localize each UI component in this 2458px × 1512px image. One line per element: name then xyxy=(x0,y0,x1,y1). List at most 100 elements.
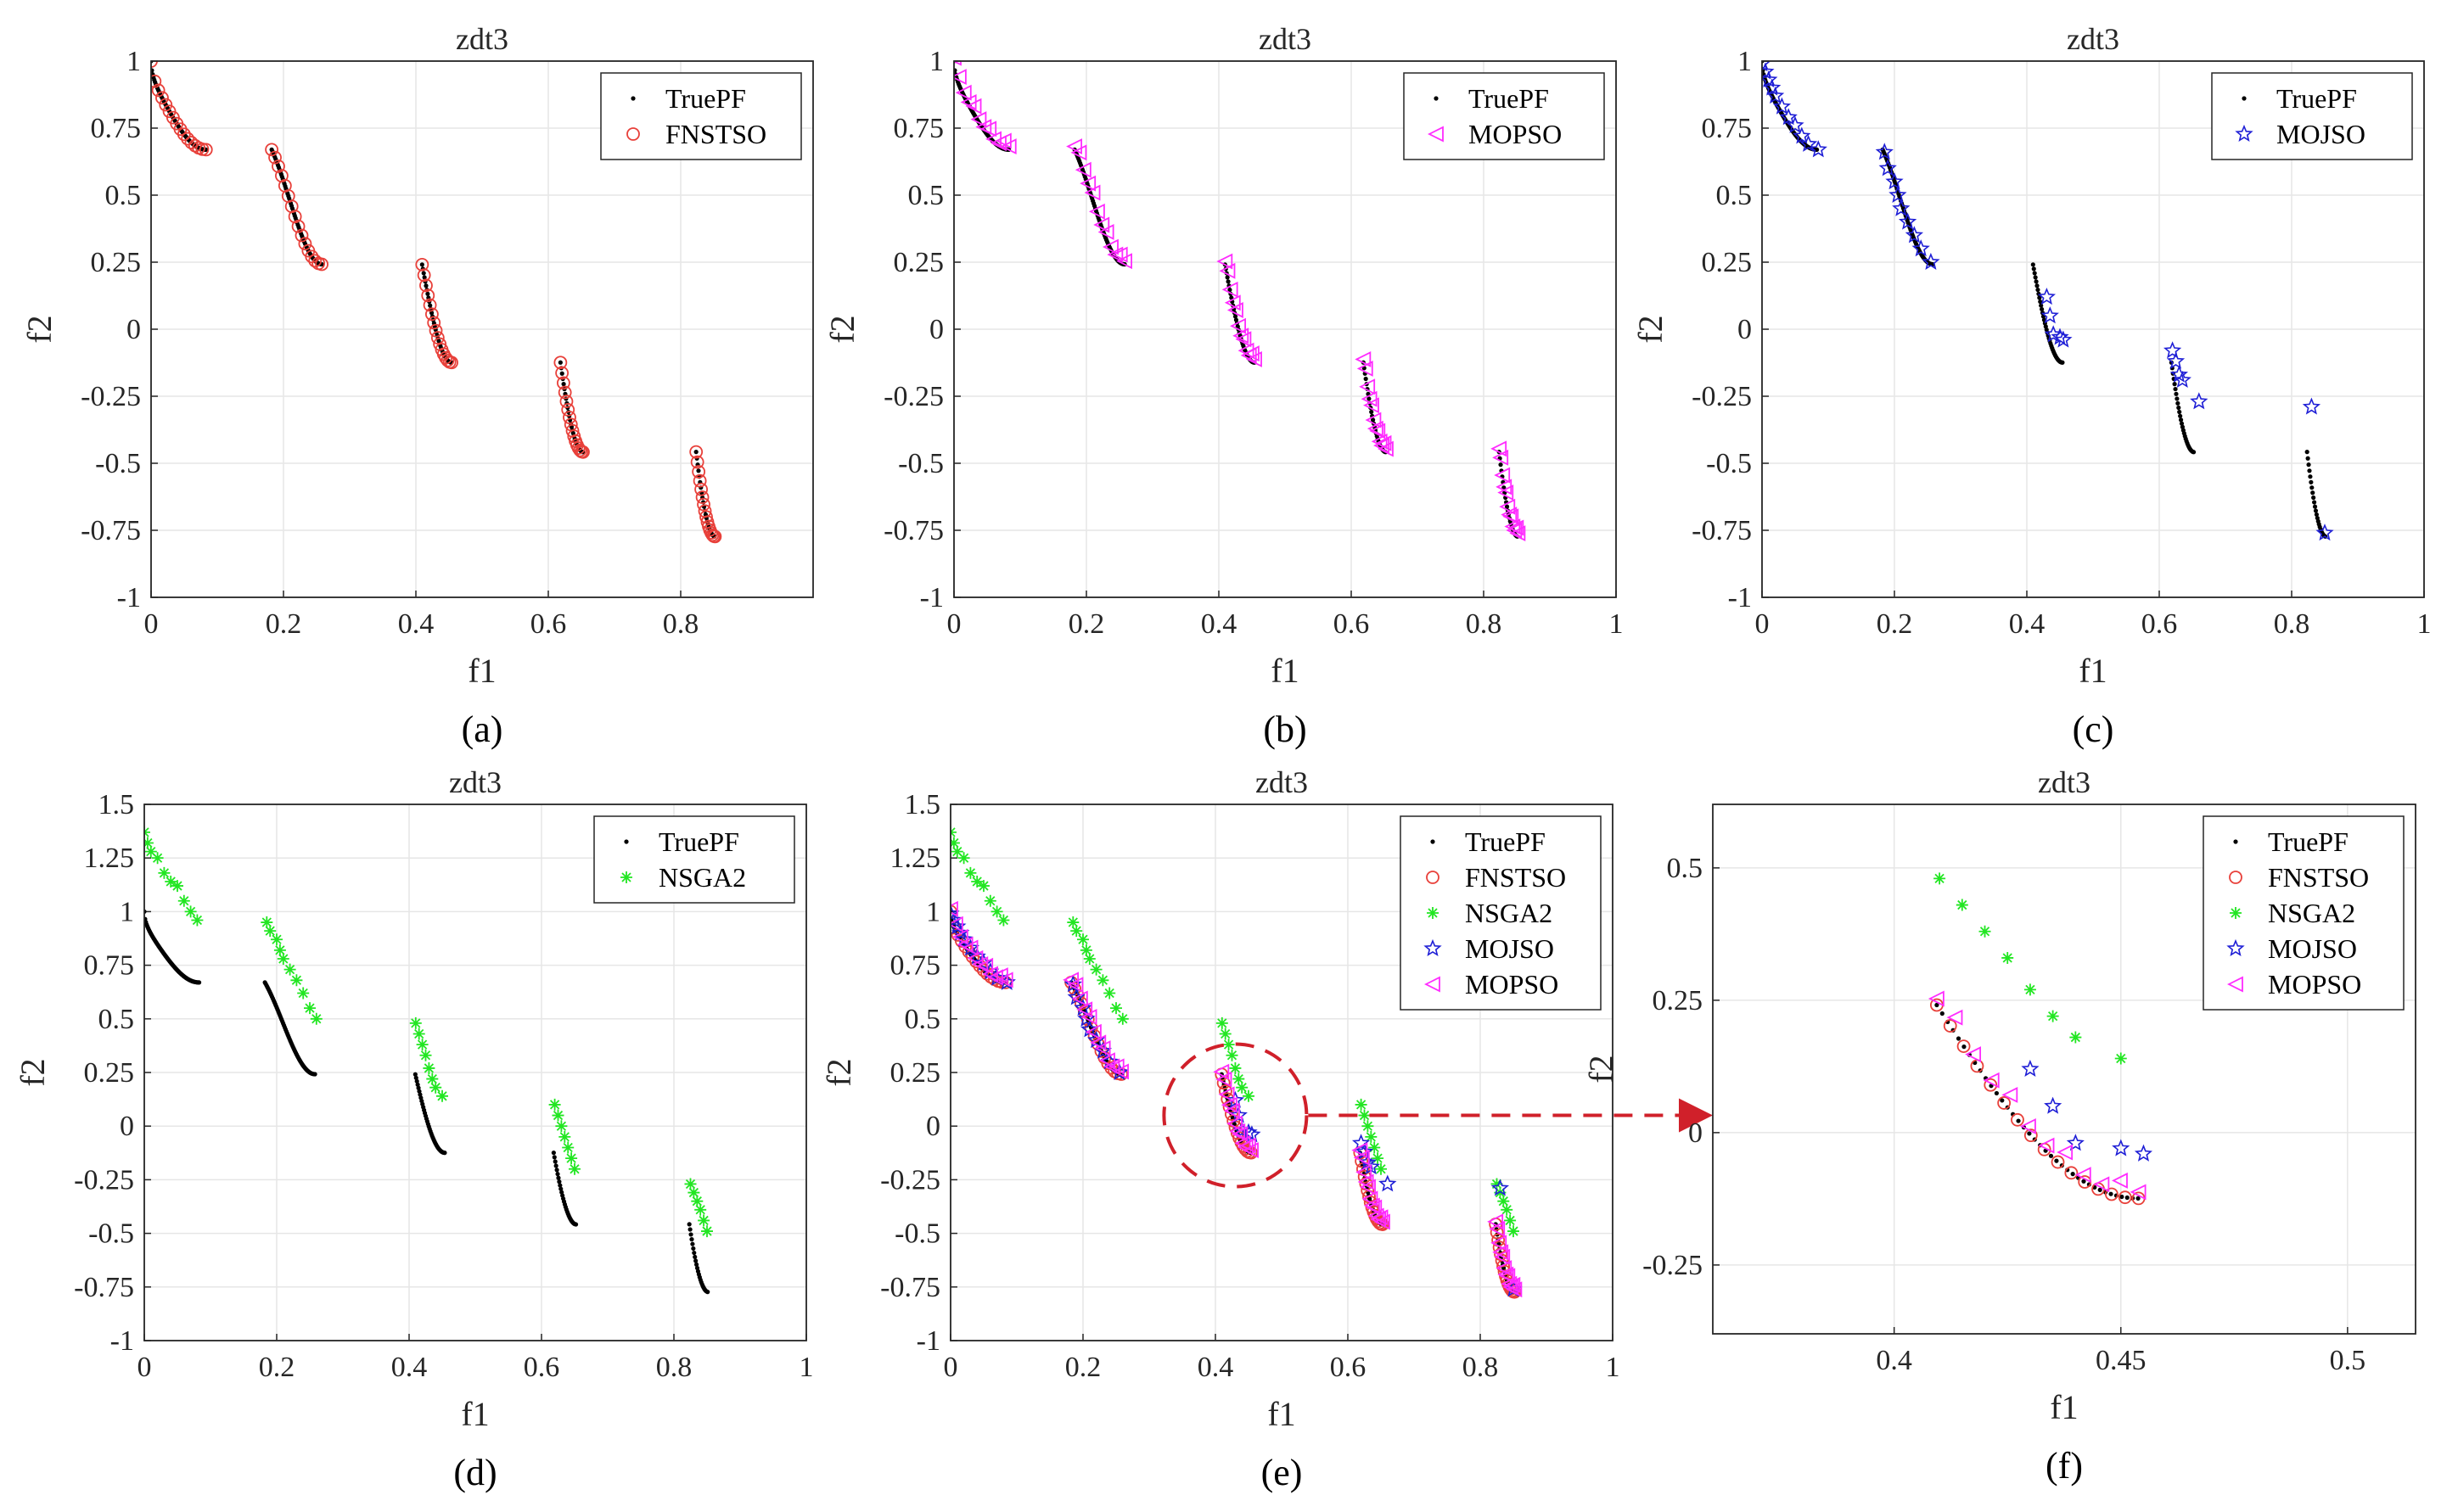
mojso-point xyxy=(2134,1144,2152,1162)
nsga2-point xyxy=(426,1072,439,1085)
truepf-point xyxy=(2124,1195,2130,1201)
truepf-point xyxy=(2034,283,2040,288)
truepf-point xyxy=(1370,417,1376,423)
fnstso-point xyxy=(558,385,572,400)
truepf-point xyxy=(693,1254,698,1260)
mopso-point xyxy=(1084,184,1101,201)
fnstso-point xyxy=(315,257,328,272)
y-tick-label: 0.25 xyxy=(84,1057,135,1089)
nsga2-point xyxy=(1507,1225,1519,1238)
legend-entry-fnstso: FNSTSO xyxy=(1465,862,1566,893)
nsga2-point xyxy=(261,916,273,929)
chart-title: zdt3 xyxy=(1255,765,1308,799)
truepf-point xyxy=(1226,279,1231,284)
fnstso-point xyxy=(268,150,282,165)
x-tick-label: 0.2 xyxy=(1065,1352,1102,1383)
legend-marker-mojso xyxy=(2226,938,2245,957)
y-tick-label: -0.25 xyxy=(81,381,141,412)
mopso-point xyxy=(2019,1117,2036,1134)
mopso-point xyxy=(1071,990,1088,1007)
nsga2-point xyxy=(687,1186,700,1199)
fnstso-point xyxy=(697,497,710,512)
nsga2-point xyxy=(997,914,1010,927)
truepf-point xyxy=(573,1222,579,1227)
fnstso-point xyxy=(576,445,590,459)
chart-title: zdt3 xyxy=(456,22,508,56)
mopso-point xyxy=(1080,1009,1097,1025)
mopso-point xyxy=(1093,216,1110,233)
legend-marker-mojso xyxy=(1423,938,1442,957)
truepf-point xyxy=(1934,1002,1939,1008)
truepf-point xyxy=(2035,287,2040,293)
legend-entry-truepf: TruePF xyxy=(1468,83,1549,114)
fnstso-point xyxy=(265,143,279,157)
legend-entry-mopso: MOPSO xyxy=(1468,119,1562,149)
truepf-point xyxy=(2040,306,2045,312)
nsga2-point xyxy=(1358,1109,1371,1122)
nsga2-point xyxy=(569,1162,581,1175)
mopso-point xyxy=(955,84,972,101)
y-tick-label: 0.75 xyxy=(91,113,142,144)
y-tick-label: 1.25 xyxy=(890,843,941,874)
fnstso-point xyxy=(1943,1019,1957,1033)
truepf-point xyxy=(561,382,566,387)
nsga2-point xyxy=(264,925,277,938)
panels: 0 0.2 0.4 0.6 0.8 1 0.75 0.5 0.25 0 -0.25 -0.5 -0.75… xyxy=(14,22,2432,1493)
y-tick-label: -0.25 xyxy=(884,381,944,412)
y-tick-label: 0 xyxy=(929,314,944,345)
x-tick-label: 0.5 xyxy=(2330,1345,2366,1376)
truepf-point xyxy=(2309,479,2314,484)
truepf-point xyxy=(689,1237,694,1242)
nsga2-point xyxy=(165,876,177,888)
y-tick-label: -0.75 xyxy=(884,515,944,546)
x-tick-label: 0.4 xyxy=(1876,1345,1912,1376)
fnstso-point xyxy=(298,237,312,251)
mopso-point xyxy=(1070,144,1087,161)
y-tick-label: 0.5 xyxy=(1667,853,1703,884)
mopso-point xyxy=(1218,1086,1235,1103)
mopso-point xyxy=(1490,440,1507,457)
x-tick-label: 0.6 xyxy=(524,1352,560,1383)
x-tick-label: 0.8 xyxy=(663,608,699,640)
truepf-point xyxy=(2311,495,2316,501)
mopso-point xyxy=(1494,467,1511,484)
mopso-point xyxy=(1490,1235,1507,1252)
mopso-point xyxy=(965,98,982,115)
mopso-point xyxy=(1373,1213,1390,1230)
nsga2-point xyxy=(1229,1061,1242,1074)
y-tick-label: 0.5 xyxy=(105,180,142,211)
y-tick-label: 0 xyxy=(120,1111,134,1142)
fnstso-point xyxy=(553,356,568,370)
y-axis-label: f2 xyxy=(1631,315,1670,343)
fnstso-point xyxy=(415,257,429,272)
fnstso-point xyxy=(563,411,576,424)
y-tick-label: -0.75 xyxy=(880,1272,940,1303)
legend-entry-nsga2: NSGA2 xyxy=(2268,898,2355,928)
axes-box xyxy=(1761,60,2425,598)
x-tick-label: 0 xyxy=(1755,608,1770,640)
plot-area xyxy=(1762,61,2334,541)
fnstso-point xyxy=(2051,1155,2065,1169)
nsga2-point xyxy=(1933,872,1946,885)
y-tick-label: 0 xyxy=(926,1111,940,1142)
nsga2-point xyxy=(1090,963,1103,976)
nsga2-point xyxy=(1110,1002,1122,1015)
truepf-point xyxy=(421,271,426,276)
x-tick-label: 0.2 xyxy=(266,608,302,640)
truepf-point xyxy=(2312,504,2318,509)
y-tick-label: 0.25 xyxy=(890,1057,941,1089)
mopso-point xyxy=(1246,351,1262,367)
truepf-point xyxy=(552,1155,557,1160)
x-axis-label: f1 xyxy=(461,1395,489,1433)
nsga2-point xyxy=(1067,916,1080,929)
x-tick-label: 1 xyxy=(1609,608,1624,640)
axes-box xyxy=(953,60,1617,598)
nsga2-point xyxy=(419,1049,432,1061)
mopso-point xyxy=(1502,508,1519,525)
panel-f: 0.4 0.45 0.5 0.5 0.25 0 -0.25 zdt3 f1 f2 (f) TruePF… xyxy=(1582,765,2416,1487)
x-tick-label: 0.8 xyxy=(1462,1352,1499,1383)
y-axis-label: f2 xyxy=(823,315,861,343)
legend-entry-mojso: MOJSO xyxy=(1465,933,1554,964)
mojso-point xyxy=(1922,252,1940,271)
plot-area xyxy=(954,61,1526,542)
